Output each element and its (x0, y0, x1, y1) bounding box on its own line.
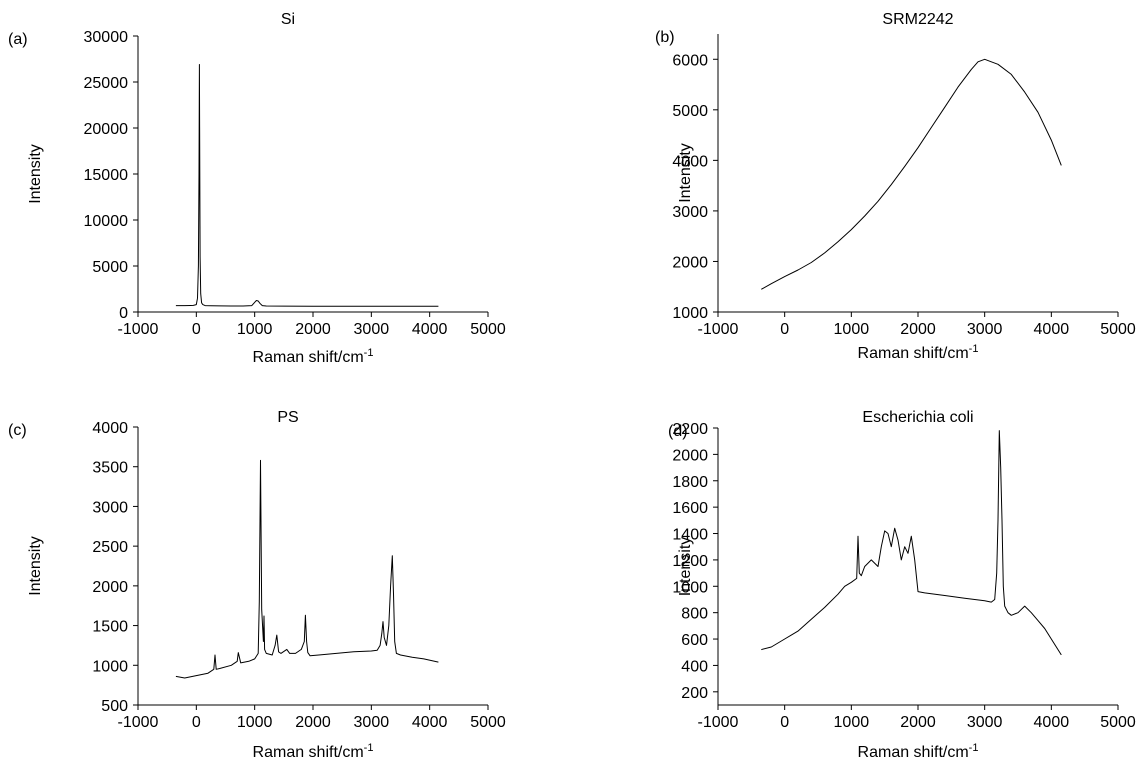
y-tick-label: 25000 (84, 75, 129, 92)
y-tick-label: 1600 (672, 500, 708, 517)
y-tick-label: 30000 (84, 29, 129, 46)
y-tick-label: 4000 (672, 153, 708, 170)
x-tick-label: -1000 (118, 714, 159, 731)
panel-letter: (d) (668, 423, 688, 440)
y-axis-label: Intensity (27, 536, 44, 596)
series-line (761, 430, 1062, 656)
series-line (175, 64, 439, 307)
chart-panel-2: -1000 0 1000 2000 3000 4000 5000 500 1000 1500 200… (8, 409, 506, 761)
y-tick-label: 3500 (92, 460, 128, 477)
panel-letter: (c) (8, 422, 27, 439)
panel-title: Si (281, 11, 295, 28)
x-tick-label: 4000 (412, 714, 448, 731)
x-tick-label: 0 (780, 714, 789, 731)
x-tick-label: -1000 (118, 321, 159, 338)
y-tick-label: 2000 (92, 579, 128, 596)
y-tick-label: 2200 (672, 421, 708, 438)
x-axis-label-main: Raman shift/cm (858, 744, 969, 761)
x-tick-label: -1000 (698, 714, 739, 731)
x-tick-label: -1000 (698, 321, 739, 338)
x-axis-label: Raman shift/cm-1 (858, 343, 979, 362)
y-tick-label: 5000 (92, 259, 128, 276)
chart-panel-3: -1000 0 1000 2000 3000 4000 5000 200 400 600 800 10… (668, 409, 1136, 761)
y-tick-label: 2000 (672, 254, 708, 271)
x-tick-label: 5000 (1100, 321, 1136, 338)
y-tick-label: 1000 (92, 658, 128, 675)
x-axis-label-main: Raman shift/cm (253, 349, 364, 366)
x-tick-label: 4000 (412, 321, 448, 338)
panel-title: PS (277, 409, 298, 426)
y-tick-label: 2000 (672, 447, 708, 464)
y-tick-label: 200 (681, 685, 708, 702)
y-axis-label: Intensity (677, 143, 694, 203)
x-tick-label: 4000 (1034, 714, 1070, 731)
y-tick-label: 1000 (672, 579, 708, 596)
y-tick-label: 500 (101, 698, 128, 715)
y-tick-label: 400 (681, 658, 708, 675)
x-axis-label-superscript: -1 (364, 742, 374, 754)
x-axis-label-superscript: -1 (969, 742, 979, 754)
x-tick-label: 2000 (295, 321, 331, 338)
x-tick-label: 4000 (1034, 321, 1070, 338)
y-tick-label: 1000 (672, 305, 708, 322)
y-axis-label: Intensity (27, 144, 44, 204)
y-tick-label: 1200 (672, 553, 708, 570)
y-axis-label: Intensity (677, 537, 694, 597)
chart-panel-1: -1000 0 1000 2000 3000 4000 5000 1000 2000 3000 40… (655, 11, 1136, 362)
panel-title: Escherichia coli (862, 409, 973, 426)
x-axis-label-main: Raman shift/cm (253, 744, 364, 761)
series-line (175, 459, 439, 679)
x-tick-label: 0 (192, 321, 201, 338)
y-tick-label: 600 (681, 632, 708, 649)
x-tick-label: 0 (192, 714, 201, 731)
x-tick-label: 5000 (470, 714, 506, 731)
x-axis-label: Raman shift/cm-1 (253, 742, 374, 761)
x-tick-label: 1000 (237, 714, 273, 731)
y-tick-label: 3000 (92, 499, 128, 516)
y-tick-label: 10000 (84, 213, 129, 230)
y-tick-label: 0 (119, 305, 128, 322)
x-tick-label: 1000 (834, 714, 870, 731)
x-tick-label: 5000 (470, 321, 506, 338)
y-tick-label: 5000 (672, 103, 708, 120)
x-tick-label: 2000 (295, 714, 331, 731)
x-axis-label: Raman shift/cm-1 (858, 742, 979, 761)
x-tick-label: 0 (780, 321, 789, 338)
x-tick-label: 3000 (967, 714, 1003, 731)
y-tick-label: 1400 (672, 527, 708, 544)
y-tick-label: 15000 (84, 167, 129, 184)
chart-panel-0: -1000 0 1000 2000 3000 4000 500005000100001500… (8, 11, 506, 366)
y-tick-label: 1800 (672, 474, 708, 491)
y-tick-label: 6000 (672, 52, 708, 69)
x-tick-label: 3000 (354, 714, 390, 731)
x-axis-label-main: Raman shift/cm (858, 345, 969, 362)
x-axis-label-superscript: -1 (364, 347, 374, 359)
y-tick-label: 2500 (92, 539, 128, 556)
panel-letter: (a) (8, 31, 28, 48)
series-line (761, 58, 1062, 290)
x-tick-label: 1000 (834, 321, 870, 338)
y-tick-label: 1500 (92, 619, 128, 636)
x-axis-label-superscript: -1 (969, 343, 979, 355)
y-tick-label: 800 (681, 606, 708, 623)
x-tick-label: 3000 (354, 321, 390, 338)
panel-title: SRM2242 (882, 11, 953, 28)
y-tick-label: 4000 (92, 420, 128, 437)
x-axis-label: Raman shift/cm-1 (253, 347, 374, 366)
x-tick-label: 2000 (900, 321, 936, 338)
x-tick-label: 1000 (237, 321, 273, 338)
y-tick-label: 3000 (672, 204, 708, 221)
y-tick-label: 20000 (84, 121, 129, 138)
x-tick-label: 2000 (900, 714, 936, 731)
x-tick-label: 5000 (1100, 714, 1136, 731)
panel-letter: (b) (655, 29, 675, 46)
x-tick-label: 3000 (967, 321, 1003, 338)
